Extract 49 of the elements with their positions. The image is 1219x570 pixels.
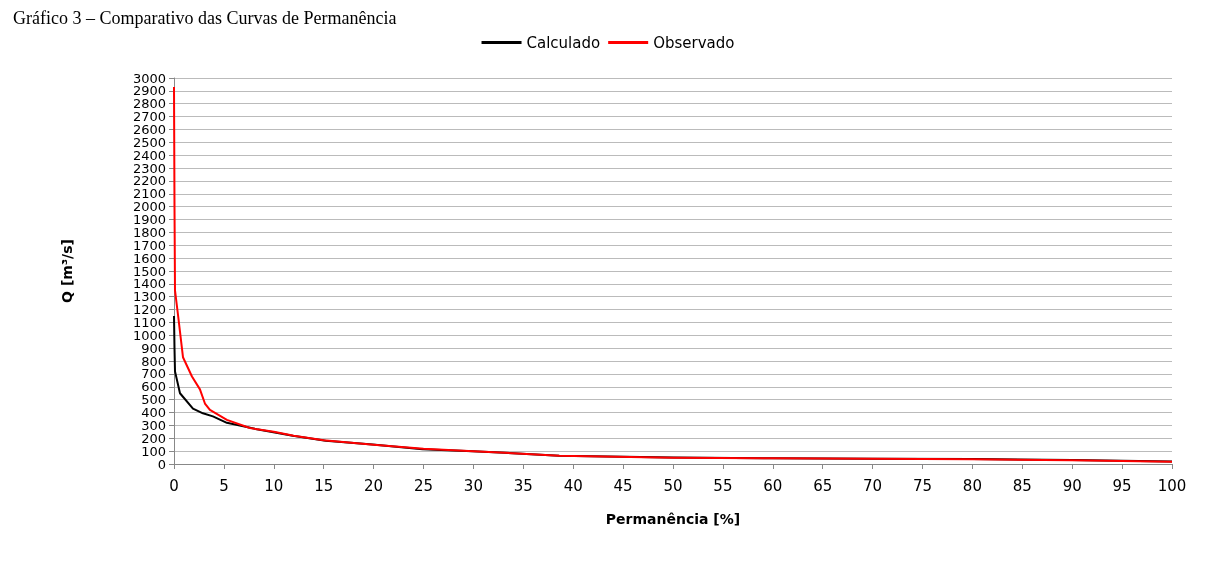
y-tick-label: 1000 — [132, 327, 166, 343]
x-tick-label: 5 — [219, 476, 229, 495]
chart-title: Gráfico 3 – Comparativo das Curvas de Permanência — [13, 8, 397, 28]
x-tick-label: 20 — [364, 476, 384, 495]
x-tick-label: 90 — [1062, 476, 1082, 495]
y-axis-title: Q [m³/s] — [59, 239, 75, 303]
x-tick-label: 10 — [264, 476, 284, 495]
y-tick-label: 100 — [141, 443, 166, 459]
x-tick-label: 95 — [1112, 476, 1132, 495]
x-tick-label: 65 — [813, 476, 833, 495]
x-tick-label: 100 — [1157, 476, 1187, 495]
x-tick-label: 0 — [169, 476, 179, 495]
y-tick-label: 2000 — [132, 199, 166, 215]
y-tick-label: 700 — [141, 366, 166, 382]
y-tick-label: 1300 — [132, 289, 166, 305]
y-tick-label: 200 — [141, 430, 166, 446]
legend-label: Calculado — [526, 33, 601, 52]
y-tick-label: 3000 — [132, 70, 166, 86]
x-tick-label: 45 — [613, 476, 633, 495]
y-tick-label: 1500 — [132, 263, 166, 279]
y-tick-label: 2200 — [132, 173, 166, 189]
x-tick-label: 35 — [513, 476, 533, 495]
y-tick-label: 600 — [141, 379, 166, 395]
x-tick-label: 70 — [863, 476, 883, 495]
x-tick-label: 75 — [912, 476, 933, 495]
y-tick-label: 2500 — [132, 134, 166, 150]
y-tick-label: 1700 — [132, 237, 166, 253]
legend-label: Observado — [653, 33, 735, 52]
x-tick-label: 55 — [713, 476, 733, 495]
y-tick-label: 0 — [157, 456, 166, 472]
x-tick-label: 40 — [563, 476, 583, 495]
x-tick-label: 80 — [962, 476, 982, 495]
y-tick-label: 800 — [141, 353, 166, 369]
y-tick-label: 2800 — [132, 96, 166, 112]
x-tick-label: 25 — [413, 476, 434, 495]
x-tick-label: 50 — [663, 476, 683, 495]
x-tick-label: 60 — [763, 476, 783, 495]
y-tick-label: 2900 — [132, 83, 166, 99]
x-axis-title: Permanência [%] — [605, 511, 741, 527]
y-tick-label: 2400 — [132, 147, 166, 163]
y-tick-label: 1400 — [132, 276, 166, 292]
y-tick-label: 2100 — [132, 186, 166, 202]
y-tick-label: 2300 — [132, 160, 166, 176]
x-tick-label: 30 — [463, 476, 483, 495]
y-tick-label: 1600 — [132, 250, 166, 266]
x-tick-label: 85 — [1012, 476, 1032, 495]
x-tick-label: 15 — [314, 476, 334, 495]
y-tick-label: 900 — [141, 340, 166, 356]
y-tick-label: 500 — [141, 392, 166, 408]
